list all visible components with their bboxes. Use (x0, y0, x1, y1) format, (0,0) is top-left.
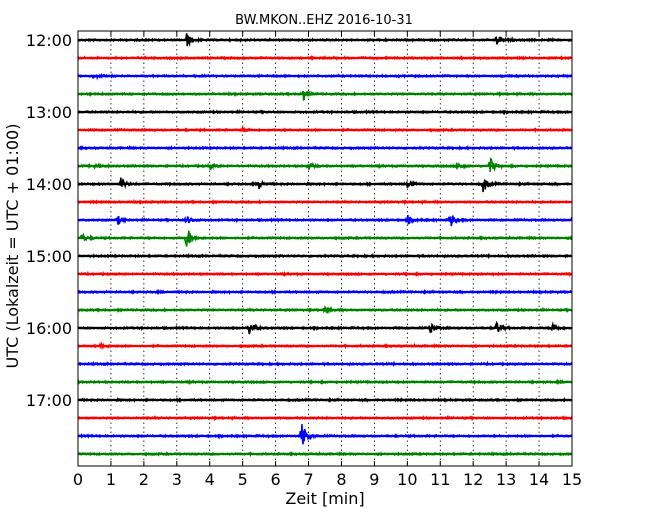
trace (77, 305, 573, 315)
trace (77, 125, 573, 134)
trace (77, 90, 573, 102)
x-tick-label: 6 (271, 470, 281, 489)
x-tick-label: 9 (369, 470, 379, 489)
trace (77, 270, 572, 278)
x-tick-label: 13 (496, 470, 516, 489)
trace (77, 198, 573, 206)
trace (77, 108, 573, 116)
trace (77, 320, 573, 335)
y-tick-label: 15:00 (26, 247, 72, 266)
trace (77, 54, 573, 62)
trace (77, 396, 573, 404)
trace (77, 214, 573, 227)
trace (77, 33, 573, 47)
seismogram-traces (77, 33, 573, 458)
y-tick-label: 17:00 (26, 391, 72, 410)
y-tick-label: 14:00 (26, 175, 72, 194)
x-tick-label: 4 (205, 470, 215, 489)
trace (77, 360, 573, 368)
trace (77, 378, 573, 386)
x-tick-label: 3 (172, 470, 182, 489)
x-tick-label: 0 (73, 470, 83, 489)
trace (77, 288, 573, 296)
trace (77, 414, 573, 422)
trace (77, 177, 573, 193)
x-tick-label: 8 (336, 470, 346, 489)
x-tick-label: 15 (562, 470, 582, 489)
x-tick-label: 1 (106, 470, 116, 489)
trace (77, 424, 573, 445)
x-axis-ticks: 0 1 2 3 4 5 6 7 8 9 10 11 12 13 14 15 (73, 31, 582, 489)
trace (77, 230, 573, 247)
trace (77, 72, 573, 81)
x-tick-label: 10 (397, 470, 417, 489)
trace (77, 341, 573, 351)
x-tick-label: 2 (139, 470, 149, 489)
y-tick-label: 16:00 (26, 319, 72, 338)
x-tick-label: 11 (430, 470, 450, 489)
y-tick-label: 13:00 (26, 103, 72, 122)
trace (77, 252, 573, 260)
y-axis-ticks: 12:00 13:00 14:00 15:00 16:00 17:00 (26, 31, 572, 410)
x-tick-label: 7 (303, 470, 313, 489)
x-axis-label: Zeit [min] (285, 489, 364, 508)
trace (77, 144, 573, 151)
grid-lines (110, 31, 540, 466)
y-tick-label: 12:00 (26, 31, 72, 50)
chart-title: BW.MKON..EHZ 2016-10-31 (235, 13, 413, 28)
x-tick-label: 12 (463, 470, 483, 489)
y-axis-label: UTC (Lokalzeit = UTC + 01:00) (3, 124, 22, 369)
x-tick-label: 5 (238, 470, 248, 489)
plot-frame (77, 30, 573, 467)
trace (77, 450, 573, 458)
trace (77, 157, 573, 172)
x-tick-label: 14 (529, 470, 549, 489)
